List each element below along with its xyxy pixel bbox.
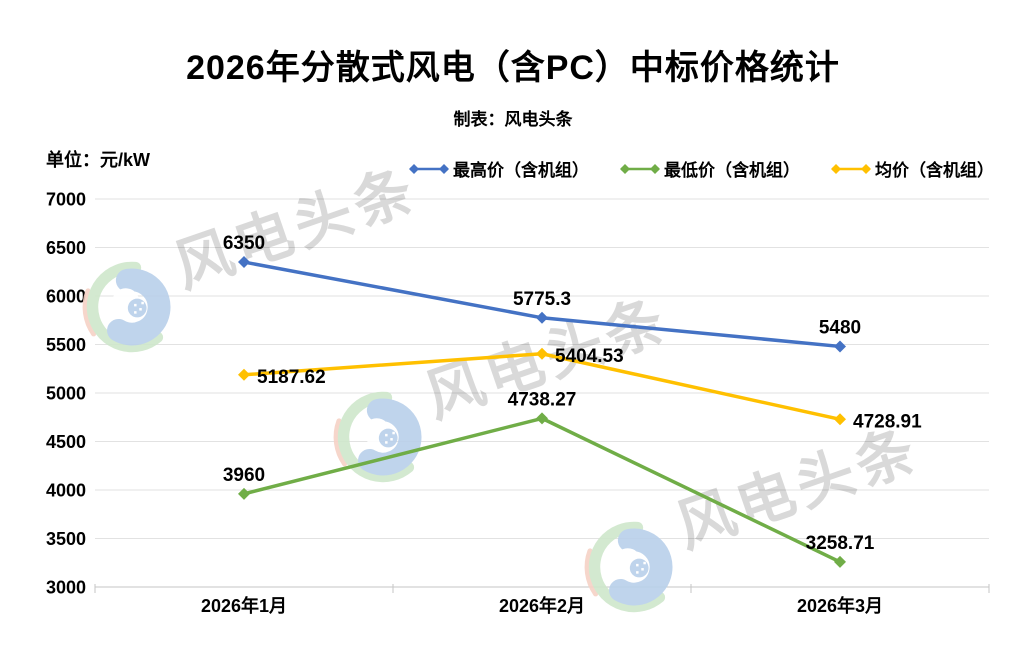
plot-grid-axes: 3000 3500 4000 4500 5000 5500 6000 6500 7000 2026… [46,190,990,616]
data-point-marker [536,412,548,425]
x-tick-label: 2026年1月 [201,595,287,616]
legend-label: 最低价（含机组） [664,161,800,180]
legend-label: 均价（含机组） [875,161,994,180]
data-label: 5480 [819,317,861,338]
series-line [242,416,842,564]
y-tick-label: 3500 [46,529,86,549]
y-tick-label: 3000 [46,578,86,598]
data-point-marker [834,340,846,353]
plot-series: 6350 5775.3 5480 3960 4738.27 3258.71 5187.62 5… [223,233,922,568]
data-point-marker [536,311,548,324]
chart-subtitle: 制表：风电头条 [453,110,573,129]
data-point-marker [238,487,250,500]
unit-label: 单位：元/kW [46,150,151,170]
data-point-marker [834,413,846,426]
legend-marker-icon [831,163,871,174]
data-label: 3258.71 [806,533,875,554]
x-tick-label: 2026年2月 [499,595,585,616]
y-tick-label: 6500 [46,238,86,258]
legend-item: 均价（含机组） [830,156,994,181]
data-label: 4738.27 [508,389,577,410]
legend-label: 最高价（含机组） [453,161,589,180]
legend-marker-icon [409,163,449,174]
data-point-marker [238,256,250,269]
y-tick-label: 6000 [46,287,86,307]
y-tick-label: 4500 [46,432,86,452]
data-point-marker [238,368,250,381]
legend: 最高价（含机组） 最低价（含机组） 均价（含机组） [408,156,994,181]
legend-item: 最高价（含机组） [408,156,589,181]
data-label: 6350 [223,233,265,254]
data-label: 5187.62 [257,367,326,388]
data-label: 3960 [223,465,265,486]
data-label: 5404.53 [555,346,624,367]
data-label: 5775.3 [513,289,571,310]
data-point-marker [834,555,846,568]
legend-item: 最低价（含机组） [619,156,800,181]
y-tick-label: 5000 [46,384,86,404]
x-tick-label: 2026年3月 [797,595,883,616]
y-tick-label: 4000 [46,481,86,501]
data-label: 4728.91 [853,411,922,432]
chart-title: 2026年分散式风电（含PC）中标价格统计 [186,49,840,87]
legend-marker-icon [620,163,660,174]
y-tick-label: 5500 [46,335,86,355]
y-tick-label: 7000 [46,190,86,210]
data-point-marker [536,347,548,360]
